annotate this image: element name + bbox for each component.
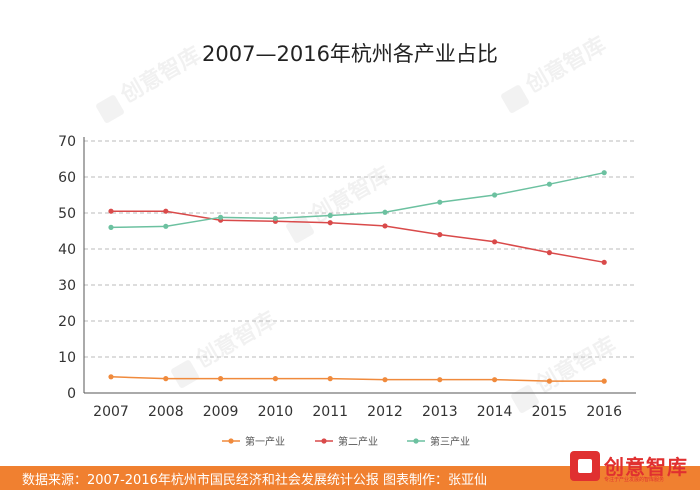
x-tick-label: 2015: [532, 404, 568, 420]
legend-swatch-marker: [321, 438, 327, 444]
data-point: [382, 377, 388, 383]
x-tick-label: 2012: [367, 404, 403, 420]
data-point: [163, 208, 169, 214]
chart-title: 2007—2016年杭州各产业占比: [202, 42, 498, 66]
data-point: [437, 377, 443, 383]
data-point: [437, 232, 443, 238]
data-point: [546, 250, 553, 256]
data-point: [327, 212, 333, 219]
series-1: [108, 374, 607, 384]
legend-label: 第二产业: [338, 435, 378, 448]
data-point: [272, 215, 278, 221]
watermark-text: 创意智库: [115, 42, 205, 109]
data-point: [382, 209, 388, 215]
watermark: 创意智库: [171, 307, 280, 388]
x-tick-label: 2016: [586, 404, 622, 420]
data-point: [601, 378, 607, 384]
brand-logo-icon: [286, 215, 314, 243]
watermark-text: 创意智库: [305, 162, 395, 229]
legend: 第一产业 第二产业 第三产业: [222, 435, 470, 448]
footer-logo-text: 创意智库: [604, 455, 688, 479]
watermark: 创意智库: [96, 42, 205, 123]
series-layer: [108, 170, 607, 384]
x-axis-ticks: 2007 2008 2009 2010 2011 2012 2013 2014 2015 2016: [93, 404, 622, 420]
footer-source-text: 数据来源：2007-2016年杭州市国民经济和社会发展统计公报 图表制作：张亚仙: [22, 473, 487, 488]
legend-swatch-marker: [228, 438, 234, 444]
brand-logo-icon: [171, 360, 199, 388]
legend-item: 第一产业: [222, 435, 285, 448]
data-point: [163, 376, 169, 382]
legend-label: 第一产业: [245, 435, 285, 448]
data-point: [492, 377, 498, 383]
y-tick-label: 0: [67, 386, 76, 402]
watermark: 创意智库: [511, 332, 620, 413]
x-tick-label: 2014: [477, 404, 513, 420]
x-tick-label: 2013: [422, 404, 458, 420]
series-2: [108, 208, 607, 265]
watermark-text: 创意智库: [520, 32, 610, 99]
y-tick-label: 30: [58, 278, 76, 294]
data-point: [163, 223, 169, 229]
brand-logo-icon: [511, 385, 539, 413]
x-tick-label: 2008: [148, 404, 184, 420]
footer-logo-subtext: 专注于产业发展的智库服务: [604, 477, 665, 483]
legend-item: 第三产业: [407, 435, 470, 448]
data-point: [382, 223, 388, 229]
series-line: [111, 210, 605, 264]
series-line: [110, 171, 605, 229]
data-point: [492, 239, 498, 245]
data-point: [108, 224, 114, 230]
data-point: [601, 170, 607, 176]
data-point: [108, 208, 114, 214]
watermark-text: 创意智库: [190, 307, 280, 374]
gridlines: [84, 140, 636, 358]
x-tick-label: 2011: [312, 404, 348, 420]
y-axis-ticks: 0 10 20 30 40 50 60 70: [58, 134, 76, 402]
brand-logo-icon: [501, 85, 529, 113]
x-tick-label: 2010: [258, 404, 294, 420]
data-point: [218, 214, 224, 220]
legend-label: 第三产业: [430, 435, 470, 448]
data-point: [546, 378, 553, 384]
x-tick-label: 2009: [203, 404, 239, 420]
series-3: [108, 170, 607, 230]
x-tick-label: 2007: [93, 404, 129, 420]
axes: [83, 137, 636, 394]
legend-swatch-marker: [413, 438, 419, 444]
data-point: [272, 376, 278, 382]
y-tick-label: 20: [58, 314, 76, 330]
data-point: [437, 199, 443, 205]
brand-logo-icon: [96, 95, 124, 123]
data-point: [108, 374, 114, 380]
y-tick-label: 60: [58, 170, 76, 186]
y-tick-label: 70: [58, 134, 76, 150]
data-point: [601, 259, 607, 265]
data-point: [327, 220, 333, 226]
watermark: 创意智库: [501, 32, 610, 113]
y-tick-label: 50: [58, 206, 76, 222]
footer-logo: 创意智库 专注于产业发展的智库服务: [570, 447, 690, 487]
watermark: 创意智库: [286, 162, 395, 243]
data-point: [327, 376, 333, 382]
watermark-text: 创意智库: [530, 332, 620, 399]
brand-logo-icon: [570, 451, 600, 481]
y-tick-label: 10: [58, 350, 76, 366]
series-line: [110, 376, 605, 382]
y-tick-label: 40: [58, 242, 76, 258]
legend-item: 第二产业: [315, 435, 378, 448]
data-point: [546, 181, 553, 187]
data-point: [218, 376, 224, 382]
data-point: [492, 192, 498, 198]
